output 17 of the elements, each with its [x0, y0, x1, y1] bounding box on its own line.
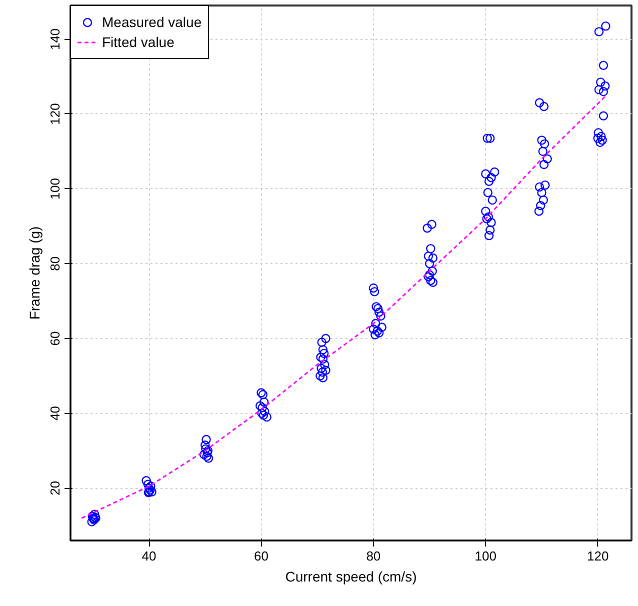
line-series	[80, 94, 608, 519]
y-tick-label: 120	[48, 103, 62, 125]
y-tick-label: 60	[48, 331, 62, 346]
legend-label: Fitted value	[102, 34, 174, 50]
y-tick-label: 20	[48, 480, 62, 496]
x-tick-label: 100	[474, 548, 496, 564]
x-tick-label: 80	[366, 548, 381, 564]
y-tick-label: 40	[48, 406, 62, 421]
x-tick-label: 60	[254, 548, 268, 564]
x-axis-title: Current speed (cm/s)	[285, 568, 417, 584]
legend-label: Measured value	[102, 14, 202, 30]
y-axis-title: Frame drag (g)	[26, 226, 42, 320]
y-tick-label: 140	[48, 28, 62, 50]
x-tick-label: 40	[142, 548, 156, 564]
y-tick-label: 100	[48, 178, 62, 200]
x-tick-label: 120	[586, 548, 609, 564]
y-tick-label: 80	[48, 256, 62, 271]
